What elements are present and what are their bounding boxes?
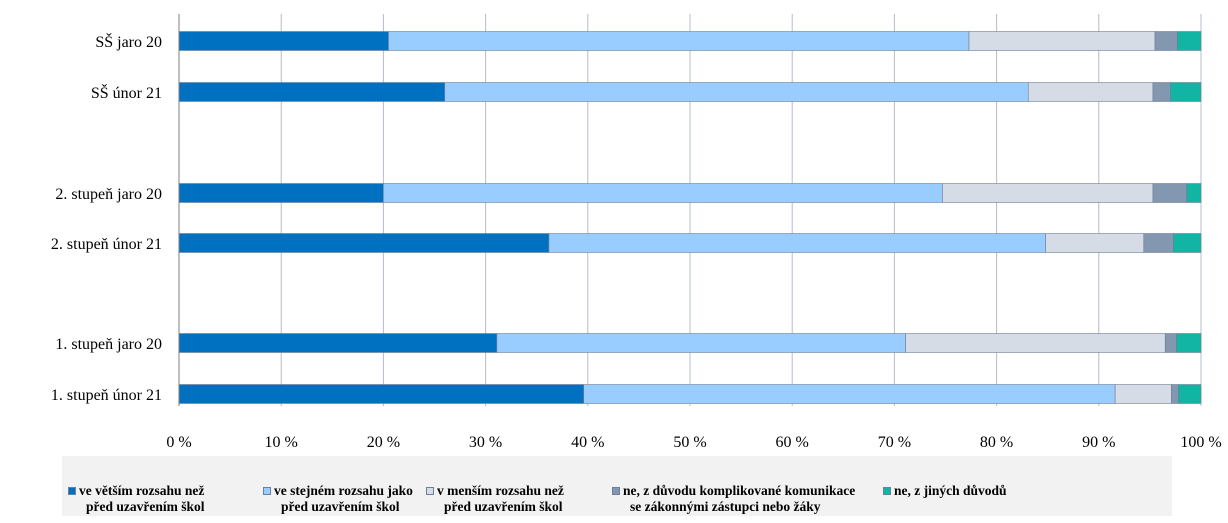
category-label: SŠ jaro 20 <box>95 32 162 51</box>
bar-segment <box>1178 384 1202 404</box>
bar-segment <box>1045 233 1145 253</box>
bar-segment <box>383 183 943 203</box>
category-label: 2. stupeň únor 21 <box>51 236 162 253</box>
bar-segment <box>178 384 585 404</box>
category-label: 2. stupeň jaro 20 <box>55 186 162 203</box>
legend-swatch <box>883 487 891 495</box>
x-tick-label: 50 % <box>673 434 706 451</box>
bar-segment <box>178 233 550 253</box>
bar-segment <box>583 384 1116 404</box>
bar-segment <box>178 333 498 353</box>
bar-segment <box>1170 82 1202 102</box>
bar-segment <box>1143 233 1174 253</box>
legend-label-line2: před uzavřením škol <box>444 499 563 514</box>
x-tick-label: 0 % <box>166 434 191 451</box>
legend-swatch <box>426 487 434 495</box>
legend-label: ne, z jiných důvodů <box>894 483 1007 498</box>
x-tick-label: 60 % <box>776 434 809 451</box>
bar-segment <box>1114 384 1172 404</box>
legend-swatch <box>612 487 620 495</box>
bar-segment <box>548 233 1046 253</box>
bar-segment <box>942 183 1154 203</box>
bar-segment <box>1173 233 1202 253</box>
category-label: 1. stupeň jaro 20 <box>55 336 162 353</box>
bar-segment <box>1171 384 1179 404</box>
bar-segment <box>1154 31 1178 51</box>
x-tick-label: 90 % <box>1082 434 1115 451</box>
category-label: 1. stupeň únor 21 <box>51 387 162 404</box>
bar-segment <box>1176 333 1202 353</box>
x-tick-label: 10 % <box>265 434 298 451</box>
legend-label-line2: se zákonnými zástupci nebo žáky <box>630 499 821 514</box>
bar-segment <box>444 82 1029 102</box>
bar-segment <box>178 31 389 51</box>
bar-segment <box>1027 82 1154 102</box>
bar-segment <box>1164 333 1177 353</box>
legend-label-line2: před uzavřením škol <box>281 499 400 514</box>
bar-segment <box>905 333 1166 353</box>
legend-label: ne, z důvodu komplikované komunikace <box>623 483 856 498</box>
x-tick-label: 100 % <box>1180 434 1221 451</box>
legend-label: ve stejném rozsahu jako <box>274 483 413 498</box>
bar-segment <box>1152 82 1171 102</box>
x-tick-label: 30 % <box>469 434 502 451</box>
bar-segment <box>968 31 1156 51</box>
bar-segment <box>178 82 446 102</box>
legend-label-line2: před uzavřením škol <box>86 499 205 514</box>
category-labels: SŠ jaro 20 SŠ únor 21 2. stupeň jaro 20 2. … <box>51 32 162 404</box>
x-tick-label: 70 % <box>878 434 911 451</box>
category-label: SŠ únor 21 <box>91 83 162 102</box>
bar-segment <box>1186 183 1202 203</box>
legend-label: v menším rozsahu než <box>437 483 564 498</box>
x-tick-label: 80 % <box>980 434 1013 451</box>
bar-segment <box>1177 31 1202 51</box>
x-tick-labels: 0 % 10 % 20 % 30 % 40 % 50 % 60 % 70 % 80 % 90 % 1… <box>166 434 1221 451</box>
bar-segment <box>1152 183 1187 203</box>
x-tick-label: 40 % <box>571 434 604 451</box>
legend: ve větším rozsahu než před uzavřením škol… <box>62 456 1172 516</box>
bar-segment <box>496 333 906 353</box>
legend-swatch <box>68 487 76 495</box>
bar-segment <box>388 31 970 51</box>
legend-label: ve větším rozsahu než <box>79 483 205 498</box>
x-tick-label: 20 % <box>367 434 400 451</box>
stacked-bar-chart: 0 % 10 % 20 % 30 % 40 % 50 % 60 % 70 % 80 % 90 % 1… <box>51 14 1222 451</box>
bars <box>178 31 1202 404</box>
legend-swatch <box>263 487 271 495</box>
bar-segment <box>178 183 384 203</box>
